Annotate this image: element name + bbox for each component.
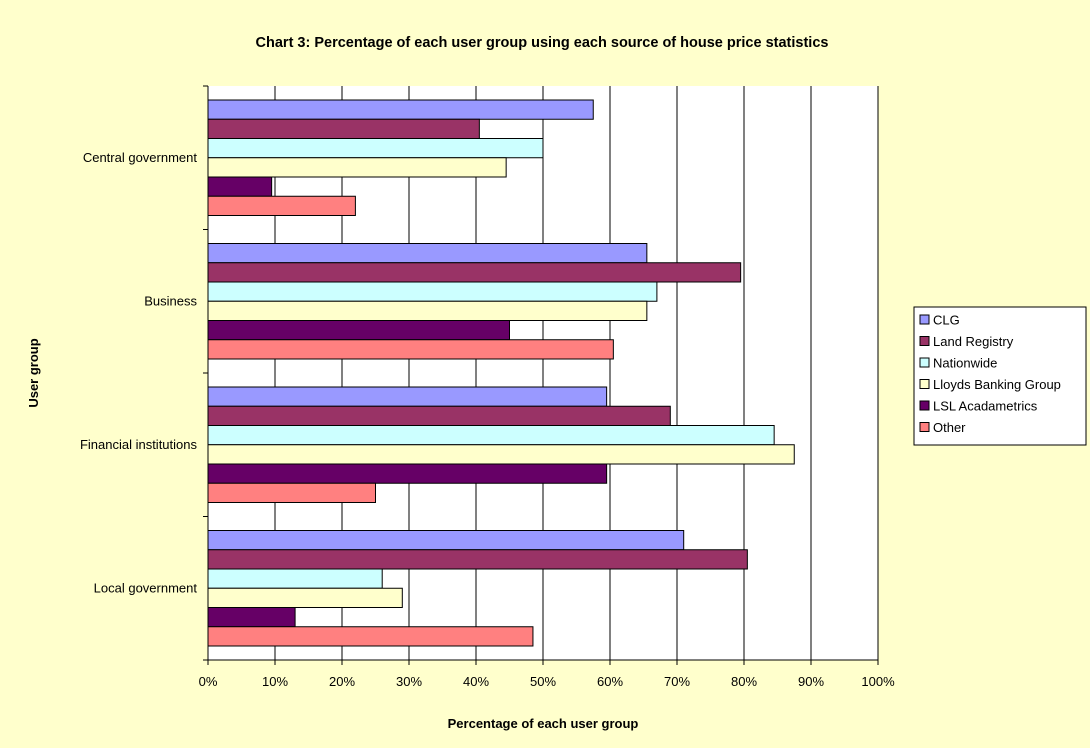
bar (207, 386, 608, 407)
x-tick-label: 50% (530, 674, 556, 689)
bar (207, 568, 383, 589)
bar (207, 176, 273, 197)
legend-swatch (919, 314, 930, 325)
legend-swatch (919, 422, 930, 432)
bar (207, 157, 507, 178)
bar (207, 320, 510, 341)
legend-label: Land Registry (933, 334, 1014, 349)
bar (207, 262, 742, 283)
y-category-label: Central government (83, 150, 198, 165)
chart-title: Chart 3: Percentage of each user group u… (256, 35, 829, 51)
x-tick-label: 90% (798, 674, 824, 689)
bar (207, 444, 795, 465)
legend-swatch (919, 400, 930, 411)
x-tick-label: 0% (199, 674, 218, 689)
legend-swatch (919, 357, 930, 368)
legend-label: CLG (933, 313, 960, 328)
bars (207, 99, 795, 647)
y-category-label: Local government (94, 580, 198, 595)
bar (207, 300, 648, 321)
x-tick-label: 40% (463, 674, 489, 689)
bar (207, 463, 608, 484)
x-axis-label: Percentage of each user group (448, 716, 639, 731)
x-tick-label: 30% (396, 674, 422, 689)
x-tick-label: 100% (861, 674, 895, 689)
x-tick-label: 80% (731, 674, 757, 689)
bar (207, 195, 356, 216)
bar (207, 138, 544, 159)
legend-box (913, 306, 1087, 446)
bar (207, 626, 534, 647)
bar (207, 587, 403, 608)
bar (207, 118, 480, 139)
legend-label: Nationwide (933, 356, 997, 371)
x-tick-label: 60% (597, 674, 623, 689)
legend-label: Lloyds Banking Group (933, 377, 1061, 392)
x-tick-label: 70% (664, 674, 690, 689)
bar (207, 530, 685, 551)
bar (207, 339, 614, 360)
x-tick-label: 20% (329, 674, 355, 689)
bar (207, 425, 775, 446)
legend: CLG Land Registry Nationwide Lloyds Banking… (913, 306, 1087, 446)
bar (207, 243, 648, 264)
bar (207, 405, 671, 426)
y-axis-label: User group (26, 338, 41, 407)
legend-swatch (919, 336, 930, 346)
bar (207, 482, 376, 503)
bar (207, 99, 594, 120)
y-category-label: Financial institutions (80, 437, 198, 452)
bar (207, 549, 748, 570)
legend-items: CLG Land Registry Nationwide Lloyds Banking… (919, 313, 1061, 435)
legend-label: LSL Acadametrics (933, 399, 1038, 414)
y-category-label: Business (144, 293, 197, 308)
x-tick-label: 10% (262, 674, 288, 689)
legend-swatch (919, 379, 930, 389)
axes: 0% 10% 20% 30% 40% 50% 60% 70% 80% 90% 100% Central… (80, 85, 895, 689)
legend-label: Other (933, 420, 966, 435)
bar (207, 281, 658, 302)
bar (207, 607, 296, 628)
